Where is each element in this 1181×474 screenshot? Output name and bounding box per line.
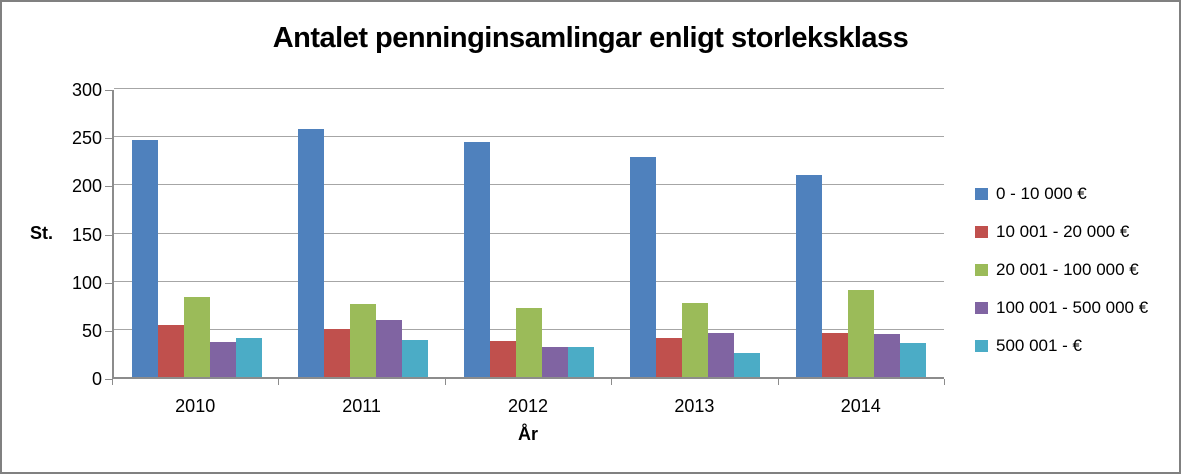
bar-2010-500 001 - € [236,337,262,377]
y-axis-title: St. [30,223,54,243]
bar-group-2010 [114,90,280,377]
bar-2013-500 001 - € [734,352,760,377]
bar-group-2012 [446,90,612,377]
bar-group-2014 [778,90,944,377]
bar-2014-100 001 - 500 000 € [874,333,900,377]
legend-swatch-icon [975,264,988,276]
y-tick-label-150: 150 [71,224,102,245]
bar-2014-500 001 - € [900,343,926,377]
y-tick-label-300: 300 [71,80,102,100]
legend-swatch-icon [975,188,988,200]
bar-2010-0 - 10 000 € [132,140,158,377]
y-tick-mark-250 [105,138,112,140]
x-tick-mark-2 [444,379,446,385]
y-tick-mark-0 [105,379,112,380]
gridline-200 [114,184,944,186]
y-tick-label-0: 0 [91,369,102,389]
legend: 0 - 10 000 € 10 001 - 20 000 € 20 001 - 10… [975,184,1148,374]
bar-2012-100 001 - 500 000 € [542,347,568,377]
y-tick-mark-50 [105,330,112,332]
legend-label: 500 001 - € [996,336,1083,355]
bar-2013-0 - 10 000 € [630,157,656,377]
bar-2014-20 001 - 100 000 € [848,290,874,377]
chart-title: Antalet penninginsamlingar enligt storle… [272,22,909,54]
gridline-250 [114,136,944,138]
legend-swatch-icon [975,226,988,238]
gridline-100 [114,280,944,282]
bar-2011-10 001 - 20 000 € [324,328,350,377]
bar-2011-0 - 10 000 € [298,129,324,377]
bar-groups-layer [114,90,944,377]
bar-2011-500 001 - € [402,340,428,377]
bar-2010-100 001 - 500 000 € [210,342,236,377]
legend-label: 100 001 - 500 000 € [996,298,1149,317]
bar-group-2013 [612,90,778,377]
bar-2014-0 - 10 000 € [796,174,822,377]
y-tick-label-200: 200 [71,176,102,197]
legend-swatch-icon [975,302,988,314]
y-tick-label-100: 100 [71,272,102,293]
bar-2012-20 001 - 100 000 € [516,307,542,377]
x-tick-label-2012: 2012 [507,396,549,416]
bar-2011-20 001 - 100 000 € [350,303,376,377]
bar-2012-0 - 10 000 € [464,141,490,377]
legend-label: 20 001 - 100 000 € [996,260,1139,279]
bar-group-2011 [280,90,446,377]
legend-swatch-icon [975,340,988,352]
y-tick-mark-300 [105,90,112,91]
bar-2014-10 001 - 20 000 € [822,332,848,377]
x-tick-label-2014: 2014 [840,396,881,416]
bar-2012-500 001 - € [568,347,594,377]
bar-2012-10 001 - 20 000 € [490,341,516,377]
x-axis-title: År [517,424,538,444]
legend-item: 20 001 - 100 000 € [975,260,1148,280]
legend-item: 500 001 - € [975,336,1148,356]
y-tick-mark-200 [105,186,112,188]
x-tick-label-2011: 2011 [342,396,381,416]
y-tick-label-250: 250 [71,128,102,149]
x-tick-mark-3 [611,379,613,385]
legend-item: 10 001 - 20 000 € [975,222,1148,242]
gridline-300 [114,88,944,89]
legend-label: 10 001 - 20 000 € [996,222,1130,241]
legend-item: 0 - 10 000 € [975,184,1148,204]
y-tick-mark-100 [105,282,112,284]
plot-area [112,88,944,379]
legend-label: 0 - 10 000 € [996,184,1087,203]
bar-2011-100 001 - 500 000 € [376,320,402,377]
gridline-150 [114,232,944,234]
x-tick-mark-4 [777,379,779,385]
bar-2013-100 001 - 500 000 € [708,332,734,377]
x-tick-mark-5 [944,379,945,385]
legend-item: 100 001 - 500 000 € [975,298,1148,318]
bar-2013-10 001 - 20 000 € [656,338,682,377]
bar-2010-20 001 - 100 000 € [184,297,210,377]
x-tick-mark-0 [112,379,113,385]
bar-2013-20 001 - 100 000 € [682,302,708,377]
y-tick-mark-150 [105,234,112,236]
y-tick-label-50: 50 [81,320,102,341]
bar-2010-10 001 - 20 000 € [158,324,184,377]
x-tick-mark-1 [278,379,280,385]
x-tick-label-2013: 2013 [674,396,715,416]
x-tick-label-2010: 2010 [175,396,216,416]
